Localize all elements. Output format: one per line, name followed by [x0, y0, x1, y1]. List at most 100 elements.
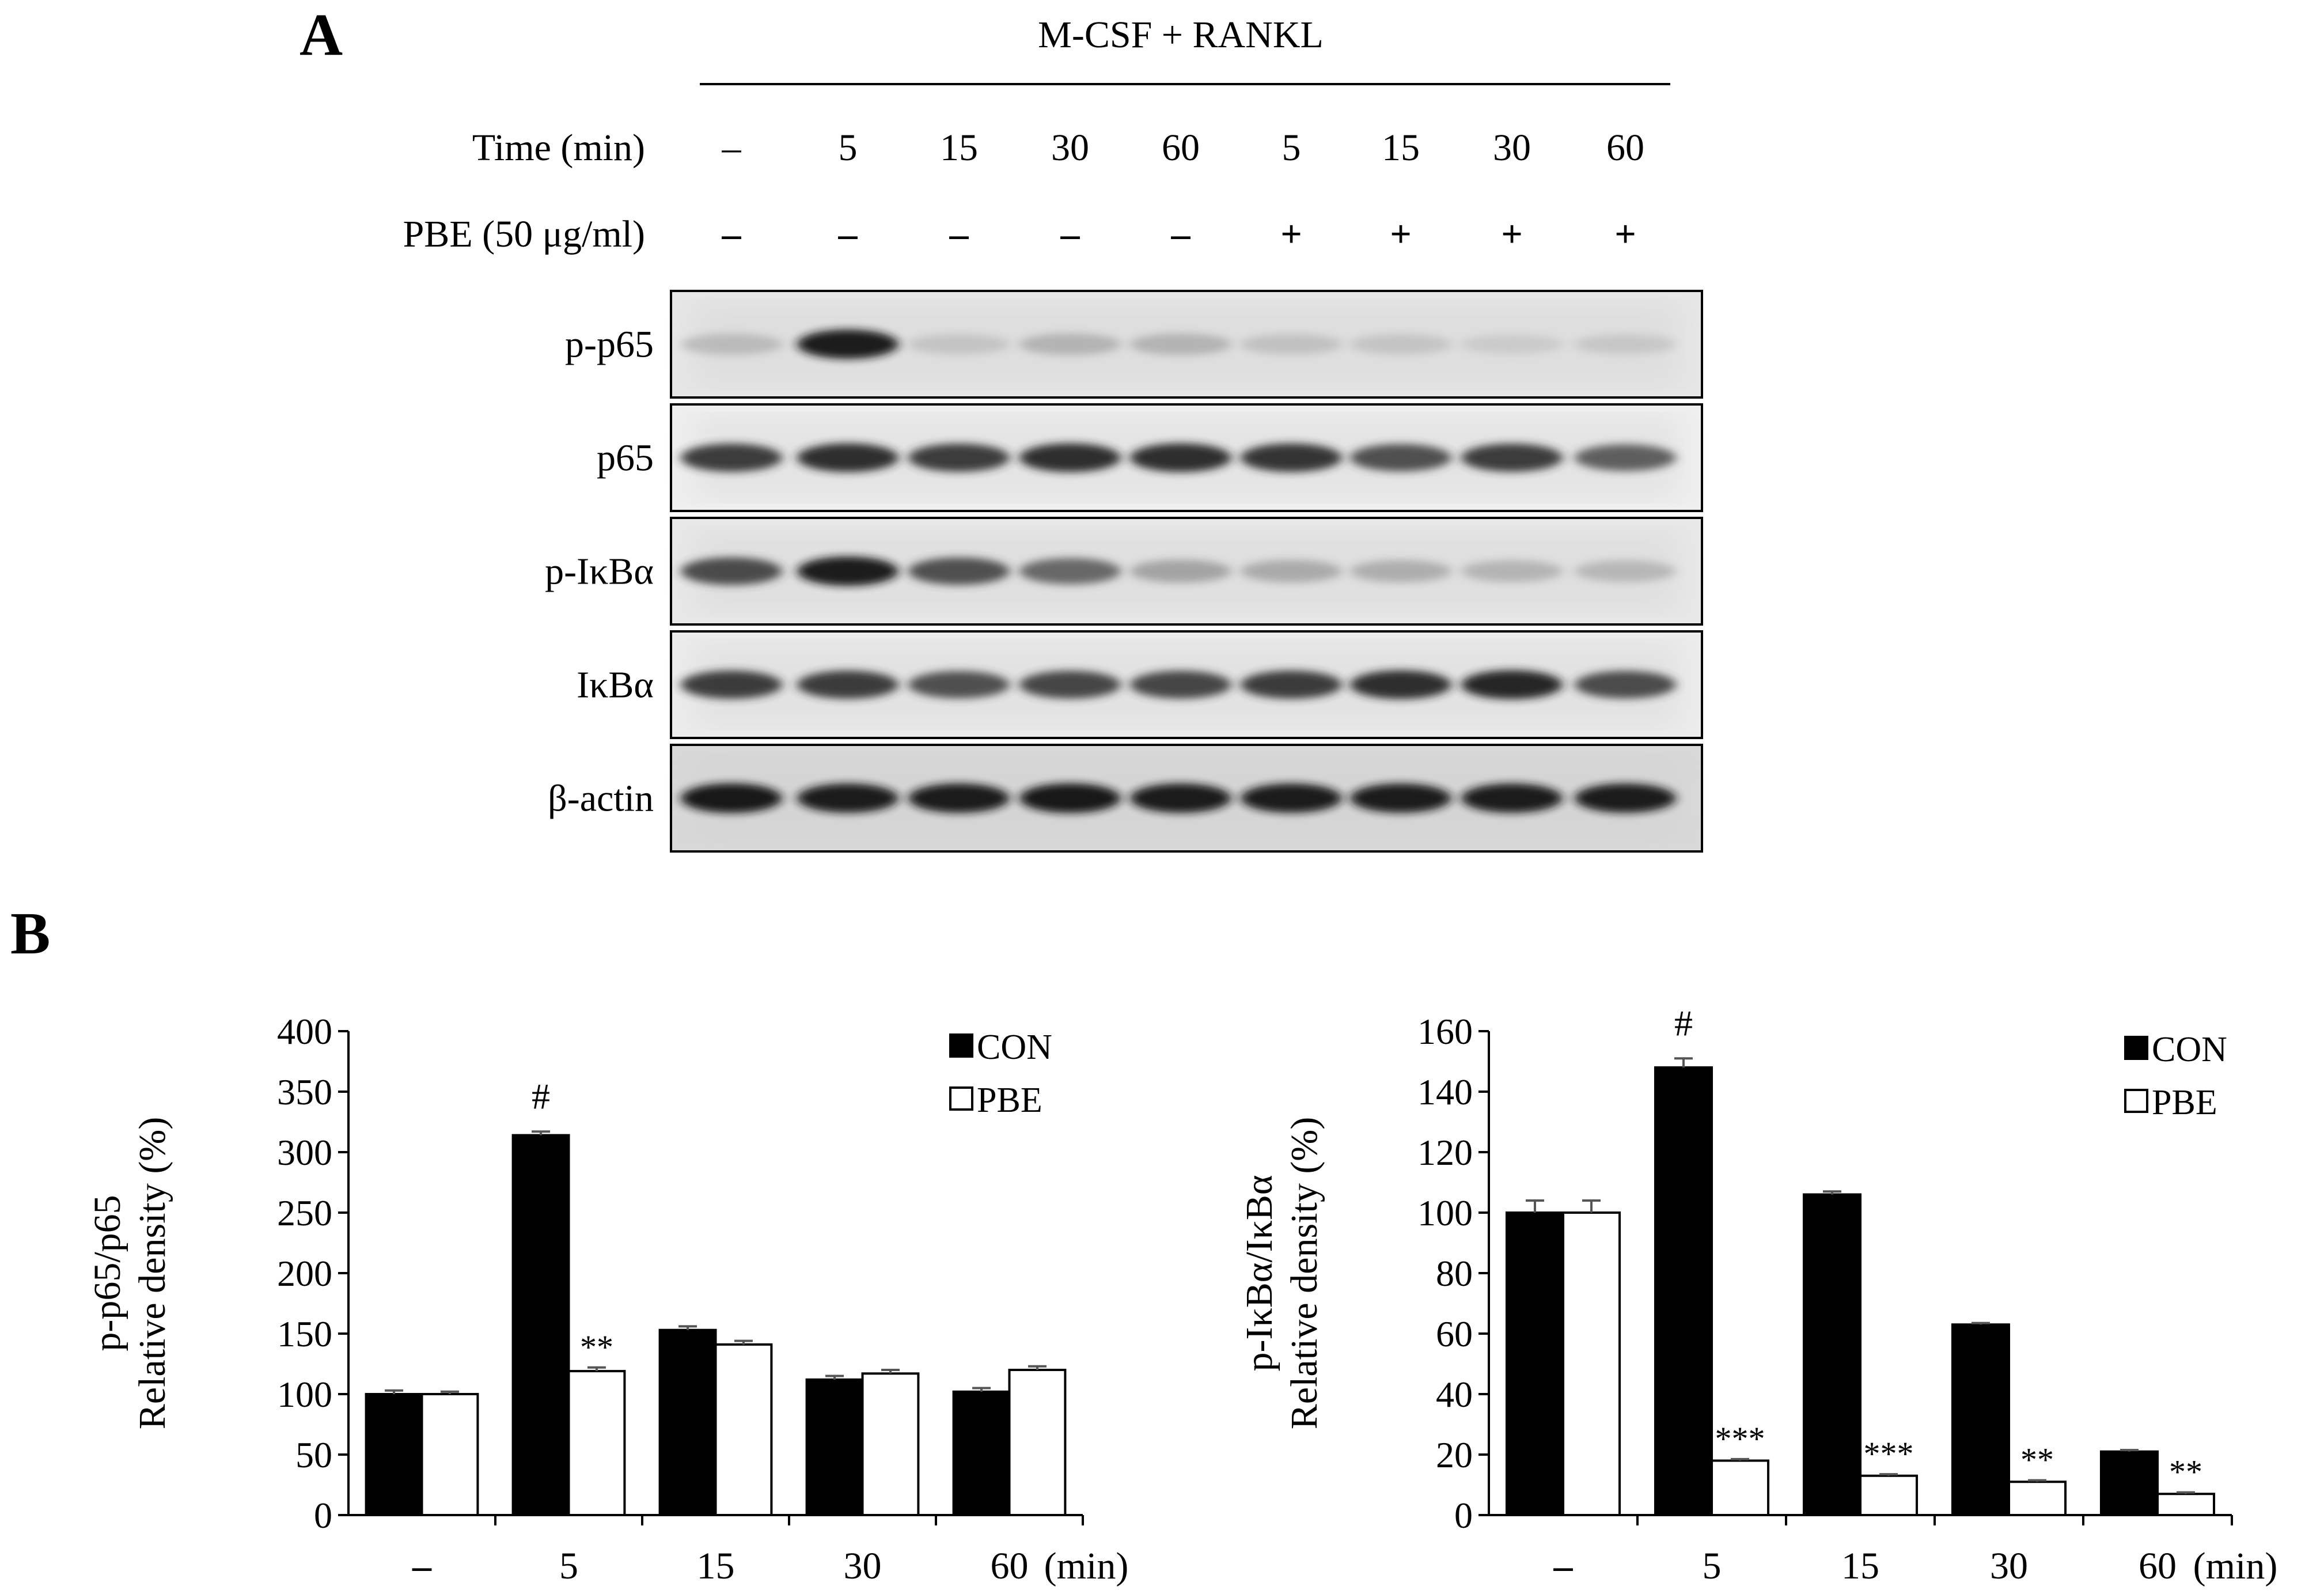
blot-band [681, 444, 782, 472]
lane-time-label: 60 [1162, 127, 1200, 169]
blot-band [1241, 783, 1342, 813]
y-tick-label: 160 [1417, 1011, 1473, 1052]
panel-a-label: A [299, 2, 343, 68]
significance-marker: # [1674, 1002, 1693, 1043]
blot-band [681, 334, 782, 355]
blot-band [681, 557, 782, 585]
legend-label-PBE: PBE [977, 1081, 1042, 1120]
bar-PBE [2008, 1481, 2067, 1516]
bar-PBE [714, 1343, 773, 1516]
lane-pbe-label: + [1390, 213, 1412, 255]
lane-pbe-label: – [838, 213, 858, 255]
x-tick-label: – [1553, 1545, 1574, 1587]
significance-marker: ** [2169, 1453, 2202, 1491]
y-tick-label: 40 [1436, 1374, 1473, 1415]
blot-band [1350, 560, 1451, 582]
blot-band [908, 444, 1010, 472]
significance-marker: *** [1715, 1420, 1765, 1457]
bar-PBE [420, 1393, 479, 1516]
blot-label: p-IκBα [545, 551, 654, 593]
blot-band [1130, 443, 1231, 472]
bar-PBE [1008, 1369, 1067, 1516]
blot-band [1575, 334, 1676, 354]
bar-CON [2099, 1450, 2159, 1516]
legend-swatch-PBE [2124, 1089, 2148, 1113]
bar-PBE [2156, 1493, 2216, 1516]
lane-pbe-label: + [1501, 213, 1523, 255]
bar-PBE [1859, 1474, 1919, 1516]
y-tick-label: 250 [277, 1192, 332, 1233]
blot-label: β-actin [548, 778, 654, 820]
lane-pbe-label: – [722, 213, 742, 255]
y-tick-label: 100 [277, 1374, 332, 1415]
blot-band [1241, 559, 1342, 583]
y-axis-title-line1: p-IκBα/IκBα [1238, 1175, 1280, 1372]
lane-pbe-label: – [1060, 213, 1081, 255]
blot-band [1241, 671, 1342, 699]
blot-p-IκBα: p-IκBα [545, 517, 1703, 626]
blot-band [1130, 559, 1231, 583]
blot-band [1019, 558, 1121, 585]
time-row-label: Time (min) [472, 127, 645, 169]
x-tick-label: 60 [991, 1545, 1029, 1587]
blot-frame [670, 290, 1703, 399]
bar-CON [952, 1390, 1011, 1517]
significance-marker: *** [1864, 1435, 1914, 1472]
lane-labels: – – 5 – 15 – 30 – 60 – 5 +15 +30 +60 + [722, 127, 1645, 255]
legend-swatch-PBE [949, 1086, 973, 1111]
blot-band [1019, 443, 1121, 472]
lane-time-label: 30 [1051, 127, 1089, 169]
blot-frame [670, 744, 1703, 853]
blot-IκBα: IκBα [577, 630, 1703, 739]
legend-label-CON: CON [2152, 1030, 2227, 1069]
blot-band [1350, 783, 1451, 813]
panel-b-label: B [10, 900, 50, 967]
blot-band [681, 671, 782, 699]
bar-CON [1654, 1066, 1713, 1516]
lane-pbe-label: + [1614, 213, 1636, 255]
blot-label: p65 [597, 437, 654, 479]
lane-time-label: – [722, 127, 742, 169]
lane-pbe-label: – [1171, 213, 1191, 255]
y-tick-label: 120 [1417, 1132, 1473, 1173]
blot-frame [670, 630, 1703, 739]
y-axis-title-line1: p-p65/p65 [86, 1195, 128, 1351]
x-tick-label: 15 [697, 1545, 735, 1587]
x-tick-label: 5 [1703, 1545, 1722, 1587]
blot-band [1350, 334, 1451, 355]
bar-PBE [861, 1372, 920, 1517]
blot-band [1241, 443, 1342, 472]
lane-time-label: 15 [1382, 127, 1420, 169]
blot-p-p65: p-p65 [565, 290, 1703, 399]
blot-band [1461, 670, 1563, 699]
blot-band [681, 783, 782, 813]
y-axis-title-line2: Relative density (%) [131, 1117, 173, 1430]
significance-marker: ** [2020, 1441, 2054, 1479]
blot-band [797, 671, 898, 699]
y-tick-label: 150 [277, 1313, 332, 1354]
bar-CON [1951, 1323, 2010, 1516]
significance-marker: # [532, 1076, 550, 1116]
y-tick-label: 300 [277, 1132, 332, 1173]
y-tick-label: 100 [1417, 1192, 1473, 1233]
blot-band [797, 783, 898, 813]
blot-label: p-p65 [565, 324, 654, 366]
blot-label: IκBα [577, 664, 654, 706]
lane-pbe-label: + [1280, 213, 1302, 255]
blot-band [1461, 334, 1563, 354]
x-tick-label: 15 [1841, 1545, 1879, 1587]
blot-band [1019, 333, 1121, 355]
y-tick-label: 20 [1436, 1434, 1473, 1475]
x-unit-label: (min) [2193, 1545, 2278, 1587]
y-tick-label: 0 [314, 1495, 332, 1536]
chart-p-p65: 0 50 100 150 200 250 300 350 400 p-p65/p65 Relativ… [86, 1011, 1128, 1587]
y-tick-label: 350 [277, 1071, 332, 1112]
y-axis-title-line2: Relative density (%) [1283, 1117, 1325, 1430]
blot-band [797, 556, 898, 586]
significance-marker: ** [580, 1328, 613, 1366]
western-blots: p-p65 p65 p-IκBα IκBα β-actin [545, 290, 1703, 853]
y-tick-label: 200 [277, 1253, 332, 1294]
bar-CON [511, 1134, 570, 1516]
blot-β-actin: β-actin [548, 744, 1703, 853]
